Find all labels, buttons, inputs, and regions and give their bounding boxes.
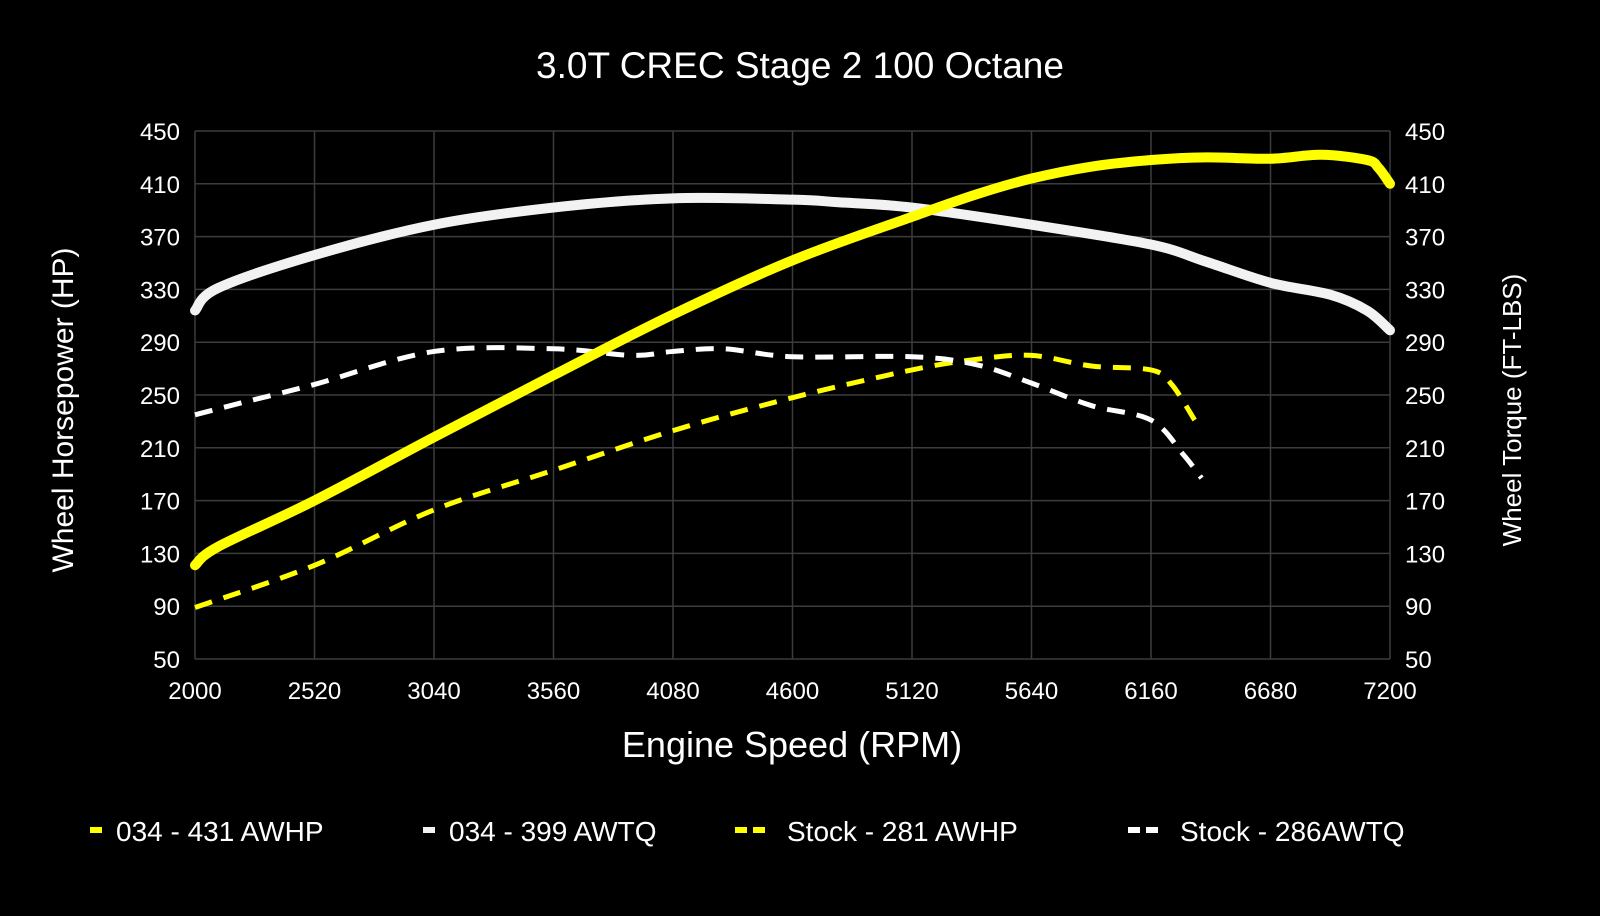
y-right-tick-label: 370 (1405, 225, 1445, 252)
y-left-tick-label: 90 (153, 594, 180, 621)
series-lines (190, 149, 1395, 610)
y-left-tick-label: 210 (140, 436, 180, 463)
y-left-tick-label: 410 (140, 172, 180, 199)
y-right-tick-label: 450 (1405, 119, 1445, 146)
legend-label: Stock - 286AWTQ (1180, 816, 1405, 847)
x-tick-label: 4600 (766, 678, 819, 705)
y-right-tick-label: 170 (1405, 489, 1445, 516)
x-tick-label: 5640 (1005, 678, 1058, 705)
x-axis-ticks: 2000 2520 3040 3560 4080 4600 5120 5640 6160 6680… (168, 678, 1416, 705)
legend-swatch (423, 827, 435, 833)
y-right-tick-label: 50 (1405, 647, 1432, 674)
y-axis-left-label: Wheel Horsepower (HP) (47, 247, 80, 572)
legend-swatch (90, 827, 102, 833)
y-axis-right-ticks: 50 90 130 170 210 250 290 330 370 410 450 (1405, 119, 1445, 674)
x-tick-label: 3040 (407, 678, 460, 705)
y-right-tick-label: 130 (1405, 541, 1445, 568)
legend-swatch (735, 827, 747, 833)
legend-label: 034 - 399 AWTQ (449, 816, 657, 847)
y-right-tick-label: 410 (1405, 172, 1445, 199)
y-left-tick-label: 250 (140, 383, 180, 410)
x-tick-label: 7200 (1363, 678, 1416, 705)
y-left-tick-label: 170 (140, 489, 180, 516)
y-right-tick-label: 90 (1405, 594, 1432, 621)
x-axis-label: Engine Speed (RPM) (622, 724, 962, 765)
legend-label: Stock - 281 AWHP (787, 816, 1018, 847)
x-tick-label: 2000 (168, 678, 221, 705)
legend-swatch (1146, 827, 1158, 833)
y-right-tick-label: 330 (1405, 277, 1445, 304)
legend-label: 034 - 431 AWHP (116, 816, 324, 847)
y-left-tick-label: 370 (140, 225, 180, 252)
x-tick-label: 3560 (527, 678, 580, 705)
y-right-tick-label: 210 (1405, 436, 1445, 463)
y-left-tick-label: 130 (140, 541, 180, 568)
legend-swatch (753, 827, 765, 833)
y-axis-left-ticks: 50 90 130 170 210 250 290 330 370 410 450 (140, 119, 180, 674)
y-right-tick-label: 250 (1405, 383, 1445, 410)
series-line-2 (194, 352, 1197, 610)
grid (194, 130, 1391, 660)
x-tick-label: 2520 (288, 678, 341, 705)
legend: 034 - 431 AWHP 034 - 399 AWTQ Stock - 281 … (90, 816, 1405, 847)
x-tick-label: 6680 (1244, 678, 1297, 705)
legend-swatch (1128, 827, 1140, 833)
series-line-0 (190, 149, 1395, 571)
y-axis-right-label: Wheel Torque (FT-LBS) (1497, 274, 1527, 547)
y-left-tick-label: 290 (140, 330, 180, 357)
y-left-tick-label: 50 (153, 647, 180, 674)
y-left-tick-label: 450 (140, 119, 180, 146)
y-left-tick-label: 330 (140, 277, 180, 304)
x-tick-label: 4080 (646, 678, 699, 705)
chart-title: 3.0T CREC Stage 2 100 Octane (536, 45, 1064, 86)
x-tick-label: 6160 (1124, 678, 1177, 705)
y-right-tick-label: 290 (1405, 330, 1445, 357)
x-tick-label: 5120 (885, 678, 938, 705)
series-line-3 (194, 345, 1204, 480)
series-line-1 (190, 192, 1395, 336)
